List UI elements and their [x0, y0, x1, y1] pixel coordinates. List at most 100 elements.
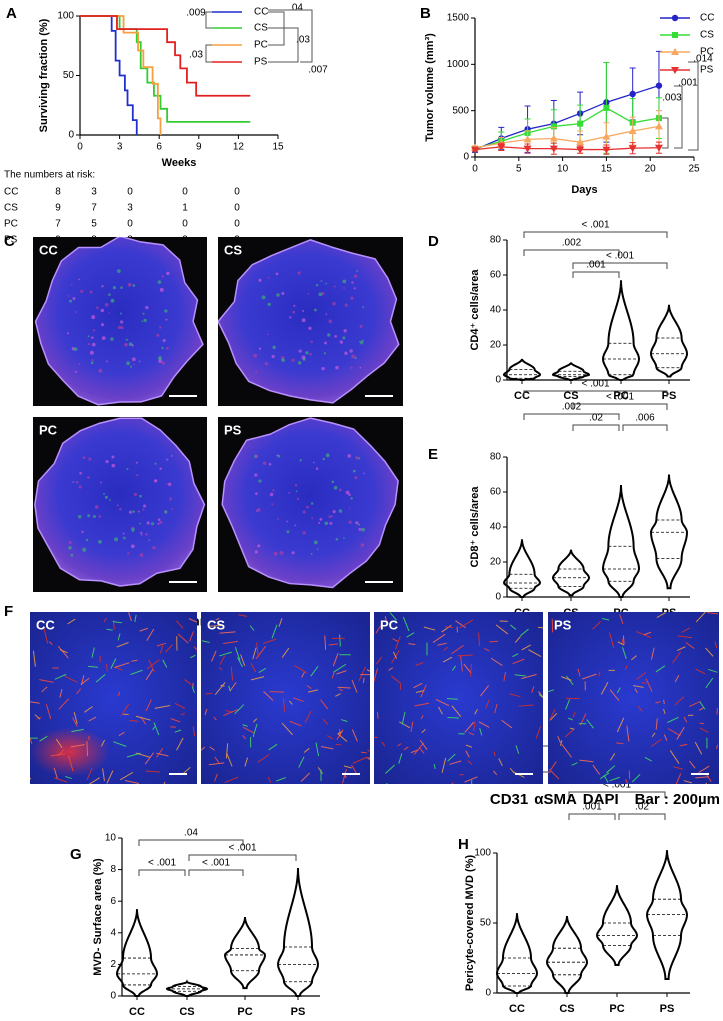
- texture: [361, 339, 364, 343]
- texture: [193, 646, 197, 651]
- texture: [254, 473, 258, 477]
- texture: [124, 342, 128, 347]
- image-content: [30, 612, 197, 784]
- texture: [142, 312, 145, 315]
- texture: [144, 752, 155, 765]
- texture: [238, 614, 248, 617]
- texture: [224, 776, 239, 783]
- panel-label: B: [420, 5, 431, 22]
- texture: [538, 691, 543, 698]
- texture: [70, 744, 85, 748]
- texture: [398, 721, 411, 729]
- violin-body: [645, 850, 689, 980]
- texture: [537, 626, 543, 629]
- violin-body: [552, 549, 590, 597]
- texture: [267, 776, 272, 783]
- texture: [306, 685, 312, 689]
- panel-label: A: [6, 5, 17, 22]
- x-tick-label: 20: [645, 164, 657, 175]
- image-panel: CS: [218, 237, 403, 406]
- texture: [337, 731, 343, 735]
- violin-body: [496, 913, 538, 994]
- texture: [110, 298, 115, 303]
- texture: [289, 316, 292, 319]
- texture: [161, 346, 164, 350]
- texture: [433, 764, 436, 770]
- texture: [388, 667, 394, 671]
- texture: [281, 358, 285, 363]
- texture: [114, 662, 130, 668]
- texture: [323, 352, 326, 355]
- texture: [244, 757, 249, 767]
- texture: [281, 291, 285, 295]
- texture: [667, 716, 679, 723]
- texture: [74, 311, 77, 314]
- texture: [316, 548, 319, 551]
- texture: [663, 734, 668, 741]
- texture: [521, 673, 537, 680]
- texture: [30, 737, 33, 745]
- p-value: .03: [189, 50, 203, 61]
- significance-bracket: [268, 27, 299, 63]
- p-value: .002: [562, 402, 582, 413]
- texture: [94, 505, 99, 509]
- texture: [123, 536, 126, 540]
- texture: [143, 318, 147, 323]
- image-panel: CC: [33, 237, 207, 406]
- texture: [188, 618, 197, 623]
- texture: [626, 725, 630, 742]
- texture: [294, 524, 297, 527]
- texture: [519, 628, 529, 637]
- texture: [298, 756, 305, 768]
- texture: [332, 652, 339, 667]
- x-tick-label: 12: [233, 142, 245, 153]
- texture: [299, 459, 302, 462]
- texture: [228, 685, 231, 692]
- texture: [286, 530, 290, 534]
- texture: [110, 658, 117, 669]
- p-value: < .001: [581, 379, 610, 390]
- texture: [106, 628, 113, 631]
- texture: [468, 731, 475, 736]
- texture: [57, 749, 65, 757]
- texture: [157, 518, 161, 521]
- texture: [136, 474, 139, 477]
- texture: [335, 743, 342, 746]
- texture: [108, 293, 111, 296]
- texture: [109, 499, 111, 501]
- texture: [132, 530, 134, 533]
- texture: [159, 467, 162, 470]
- texture: [645, 678, 653, 692]
- texture: [170, 718, 181, 723]
- series-line: [474, 146, 659, 151]
- p-value: < .001: [581, 220, 610, 231]
- texture: [548, 768, 560, 780]
- texture: [166, 458, 169, 461]
- texture: [164, 510, 168, 514]
- series-line: [80, 15, 138, 135]
- series-line: [80, 15, 251, 123]
- texture: [344, 303, 348, 307]
- texture: [376, 656, 383, 665]
- texture: [257, 753, 270, 763]
- texture: [637, 705, 643, 712]
- texture: [459, 619, 474, 629]
- texture: [683, 716, 688, 723]
- texture: [420, 714, 424, 720]
- texture: [164, 309, 168, 313]
- texture: [258, 479, 262, 483]
- texture: [307, 689, 319, 693]
- texture: [322, 718, 329, 725]
- texture: [408, 643, 416, 645]
- texture: [289, 700, 293, 705]
- texture: [334, 335, 337, 338]
- texture: [66, 332, 70, 335]
- texture: [321, 292, 325, 296]
- texture: [600, 681, 609, 695]
- texture: [464, 721, 475, 733]
- texture: [145, 699, 152, 712]
- texture: [154, 705, 171, 709]
- texture: [289, 720, 302, 727]
- texture: [295, 490, 298, 493]
- texture: [154, 462, 157, 465]
